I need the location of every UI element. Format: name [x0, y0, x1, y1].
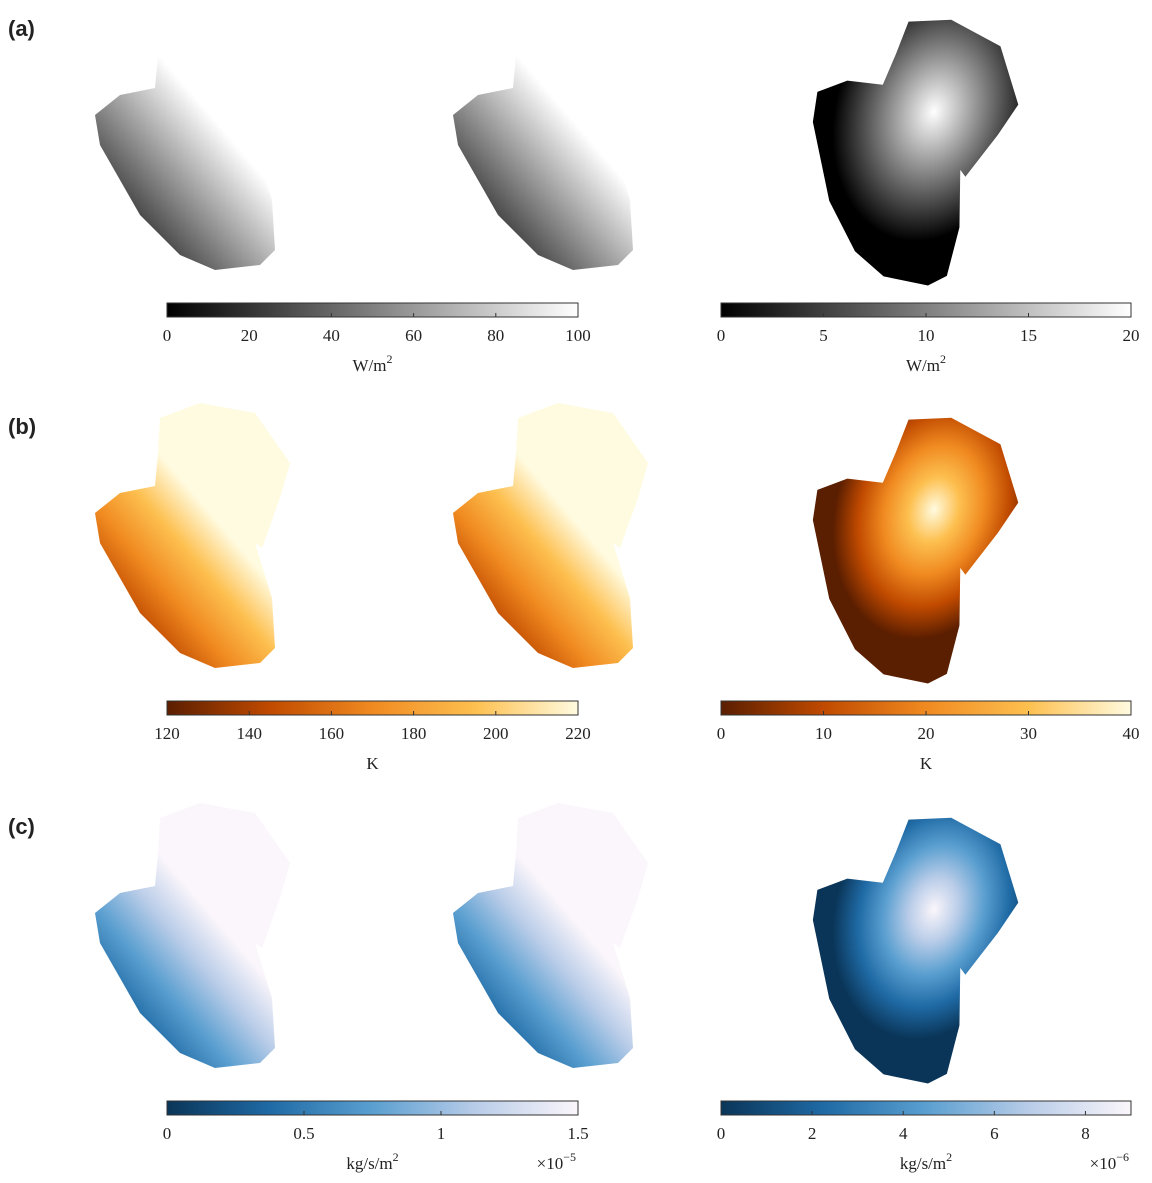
- tick-label: 220: [565, 724, 591, 743]
- unit-text: W/m: [906, 356, 940, 375]
- comet-image: [453, 403, 648, 668]
- tick-label: 1.5: [567, 1124, 588, 1143]
- multiplier-exponent: −6: [1116, 1150, 1129, 1164]
- tick-label: 10: [918, 326, 935, 345]
- comet-image: [453, 803, 648, 1068]
- tick-label: 2: [808, 1124, 817, 1143]
- comet-image: [769, 0, 1037, 300]
- tick-label: 0: [717, 724, 726, 743]
- tick-label: 60: [405, 326, 422, 345]
- colorbar: [166, 700, 579, 716]
- tick-label: 8: [1081, 1124, 1090, 1143]
- unit-text: kg/s/m: [900, 1154, 946, 1173]
- tick-label: 6: [990, 1124, 999, 1143]
- tick-label: 180: [401, 724, 427, 743]
- panel-label: (b): [8, 414, 36, 439]
- colorbar: [166, 302, 579, 318]
- tick-label: 0: [717, 326, 726, 345]
- tick-label: 100: [565, 326, 591, 345]
- unit-text: K: [920, 754, 933, 773]
- tick-label: 0.5: [293, 1124, 314, 1143]
- panel-label: (a): [8, 16, 35, 41]
- comet-image: [95, 403, 290, 668]
- tick-label: 200: [483, 724, 509, 743]
- multiplier: ×10−5: [537, 1150, 576, 1173]
- unit-label: W/m2: [906, 352, 946, 375]
- tick-label: 15: [1020, 326, 1037, 345]
- multiplier-text: ×10: [1090, 1154, 1117, 1173]
- comet-image: [95, 803, 290, 1068]
- multiplier-exponent: −5: [563, 1150, 576, 1164]
- tick-label: 0: [717, 1124, 726, 1143]
- unit-exponent: 2: [387, 352, 393, 366]
- unit-label: kg/s/m2: [900, 1150, 952, 1173]
- unit-label: K: [920, 754, 933, 773]
- tick-label: 20: [1123, 326, 1140, 345]
- comet-image: [453, 5, 648, 270]
- unit-text: W/m: [353, 356, 387, 375]
- multiplier: ×10−6: [1090, 1150, 1129, 1173]
- multiplier-text: ×10: [537, 1154, 564, 1173]
- tick-label: 0: [163, 1124, 172, 1143]
- unit-exponent: 2: [940, 352, 946, 366]
- unit-label: W/m2: [353, 352, 393, 375]
- unit-label: kg/s/m2: [346, 1150, 398, 1173]
- tick-label: 1: [437, 1124, 446, 1143]
- panel-label: (c): [8, 814, 35, 839]
- unit-text: kg/s/m: [346, 1154, 392, 1173]
- tick-label: 0: [163, 326, 172, 345]
- colorbar: [720, 1100, 1132, 1116]
- tick-label: 120: [154, 724, 180, 743]
- tick-label: 40: [323, 326, 340, 345]
- comet-image: [769, 385, 1037, 698]
- tick-label: 160: [319, 724, 345, 743]
- tick-label: 5: [819, 326, 828, 345]
- tick-label: 20: [918, 724, 935, 743]
- comet-image: [769, 785, 1037, 1098]
- tick-label: 140: [236, 724, 262, 743]
- tick-label: 4: [899, 1124, 908, 1143]
- unit-exponent: 2: [393, 1150, 399, 1164]
- tick-label: 10: [815, 724, 832, 743]
- tick-label: 20: [241, 326, 258, 345]
- comet-image: [95, 5, 290, 270]
- unit-label: K: [366, 754, 379, 773]
- unit-text: K: [366, 754, 379, 773]
- unit-exponent: 2: [946, 1150, 952, 1164]
- tick-label: 30: [1020, 724, 1037, 743]
- tick-label: 80: [487, 326, 504, 345]
- colorbar: [166, 1100, 579, 1116]
- tick-label: 40: [1123, 724, 1140, 743]
